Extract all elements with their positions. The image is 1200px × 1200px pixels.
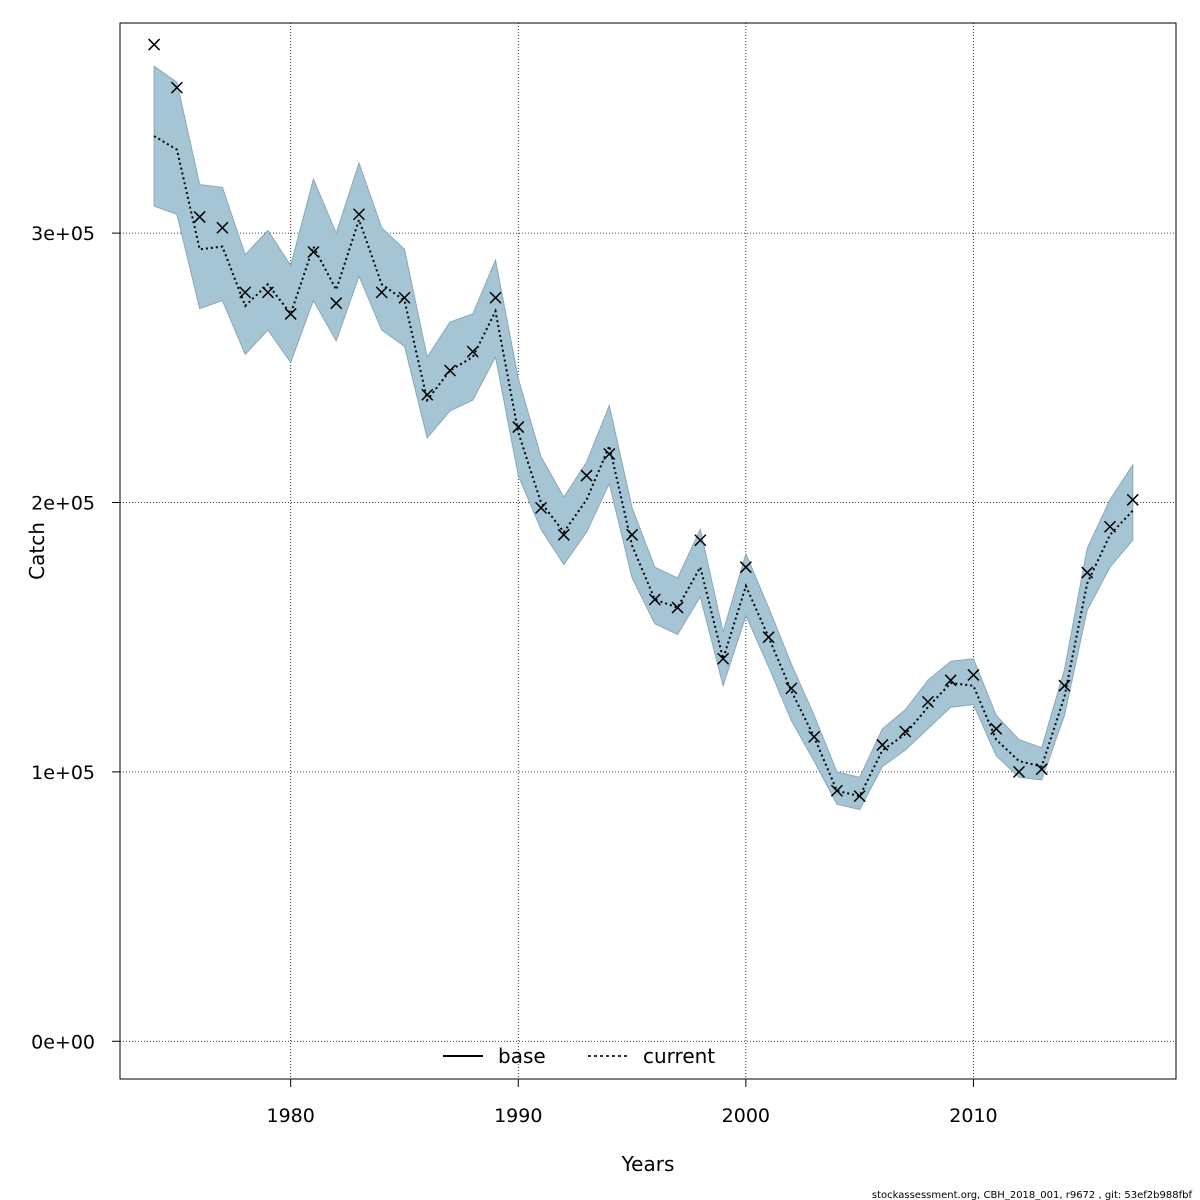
observed-point [1012, 765, 1025, 778]
observed-point [990, 722, 1003, 735]
legend-current-label: current [643, 1044, 715, 1068]
observed-point [648, 593, 661, 606]
observed-point [603, 447, 616, 461]
y-axis-title: Catch [25, 522, 49, 580]
confidence-band-layer [153, 65, 1134, 811]
observed-point [967, 668, 980, 681]
observed-point [1058, 679, 1071, 692]
x-axis: 1980 1990 2000 2010 [267, 1079, 998, 1127]
observed-point [535, 501, 548, 514]
x-axis-title: Years [621, 1152, 675, 1176]
x-tick-label: 1980 [267, 1105, 315, 1127]
observed-point [193, 210, 206, 223]
y-tick-label: 3e+05 [31, 223, 95, 245]
observed-point [170, 81, 183, 94]
observed-point [239, 286, 252, 299]
x-tick-label: 2000 [722, 1105, 770, 1127]
observed-point [398, 291, 411, 304]
legend-base-label: base [498, 1044, 546, 1068]
observed-point [375, 286, 388, 299]
observed-point [762, 631, 775, 644]
observed-point [626, 528, 639, 541]
observed-point [739, 561, 752, 574]
footer-credit: stockassessment.org, CBH_2018_001, r9672… [872, 1190, 1193, 1200]
observed-point [216, 221, 229, 234]
plot-frame [119, 22, 1177, 1080]
observed-point [1035, 763, 1048, 776]
observed-point [148, 38, 161, 51]
y-tick-label: 0e+00 [31, 1031, 95, 1053]
observed-markers [148, 38, 1139, 803]
y-tick-label: 2e+05 [31, 493, 95, 515]
observed-point [785, 682, 798, 695]
observed-point [443, 364, 457, 377]
observed-point [557, 528, 570, 541]
observed-point [808, 730, 821, 743]
observed-point [1081, 566, 1094, 579]
observed-point [1103, 520, 1117, 533]
observed-point [466, 345, 479, 358]
observed-point [671, 601, 684, 614]
observed-point [694, 534, 707, 547]
x-tick-label: 2010 [949, 1105, 997, 1127]
observed-point [284, 307, 297, 320]
legend: base current [443, 1044, 715, 1068]
observed-point [330, 297, 343, 310]
observed-point [830, 784, 843, 797]
observed-point [421, 388, 434, 401]
observed-point [899, 725, 912, 738]
observed-point [489, 291, 502, 304]
confidence-band [153, 65, 1134, 811]
observed-point [261, 286, 274, 299]
observed-point [921, 695, 934, 708]
observed-point [580, 469, 593, 482]
observed-point [512, 421, 525, 434]
observed-point [307, 245, 320, 259]
observed-point [352, 208, 365, 221]
observed-point [717, 652, 730, 665]
y-axis: 0e+00 1e+05 2e+05 3e+05 [31, 223, 120, 1053]
observed-point [1126, 493, 1139, 506]
observed-point [876, 738, 889, 751]
x-tick-label: 1990 [494, 1105, 542, 1127]
grid-lines [120, 23, 1176, 1079]
observed-point [944, 674, 957, 687]
y-tick-label: 1e+05 [31, 762, 95, 784]
observed-point [853, 790, 866, 803]
